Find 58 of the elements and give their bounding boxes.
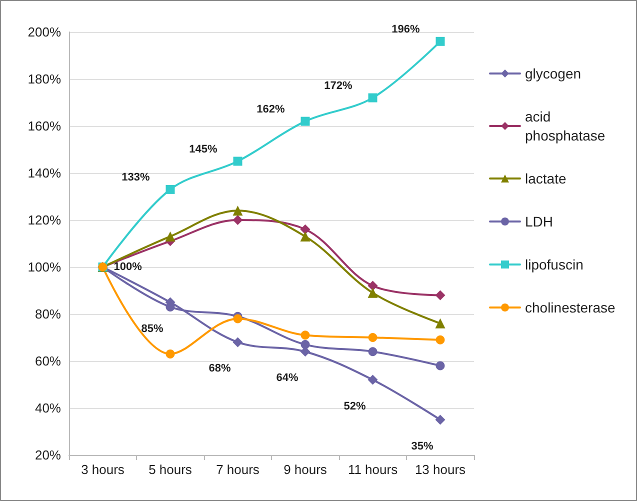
legend-label: LDH [525,214,554,230]
point [166,184,175,194]
point [368,374,378,385]
y-tick-label: 160% [28,118,62,134]
y-tick-label: 200% [28,24,62,40]
point [300,340,310,350]
y-tick-label: 60% [34,354,62,368]
data-label: 85% [141,322,164,335]
point [165,231,176,242]
point [368,347,378,356]
point [232,206,243,216]
x-tick-label: 11 hours [348,462,398,477]
data-label: 35% [411,440,434,452]
point [232,215,243,225]
legend-label: lactate [525,170,566,186]
y-tick-label: 40% [34,400,62,416]
point [233,156,242,166]
y-tick-label: 100% [28,260,62,274]
point [300,231,310,242]
y-tick-label: 180% [28,72,62,86]
point [435,290,446,300]
y-tick-label: 120% [28,212,62,228]
point [300,224,310,234]
point [368,288,378,298]
data-label: 68% [208,362,231,375]
data-label: 52% [344,400,366,412]
point [368,93,378,102]
x-tick-label: 7 hours [216,462,260,477]
x-tick-label: 13 hours [414,462,466,477]
x-tick-label: 3 hours [81,462,125,477]
point [232,337,243,348]
point [368,280,378,291]
y-tick-label: 80% [34,306,62,322]
point [368,333,378,342]
point [300,116,310,126]
data-label: 162% [256,103,285,116]
legend-label: acid phosphatase [525,108,606,144]
legend-label: lipofuscin [525,256,584,272]
point [435,414,446,425]
legend-label: glycogen [525,66,582,82]
y-tick-label: 140% [28,166,62,180]
data-label: 196% [392,23,420,36]
x-tick-label: 5 hours [148,462,192,477]
data-label: 145% [189,143,218,156]
point [300,330,310,340]
point [436,335,445,344]
point [233,314,242,324]
data-label: 64% [276,372,298,384]
point [436,361,445,370]
point [435,318,446,328]
x-tick-label: 9 hours [284,462,328,477]
data-label: 172% [324,80,352,92]
point [436,36,445,46]
data-label: 133% [122,171,150,184]
data-label: 100% [114,261,142,273]
point [166,349,175,358]
y-tick-label: 20% [34,448,62,462]
legend-label: cholinesterase [525,300,616,316]
